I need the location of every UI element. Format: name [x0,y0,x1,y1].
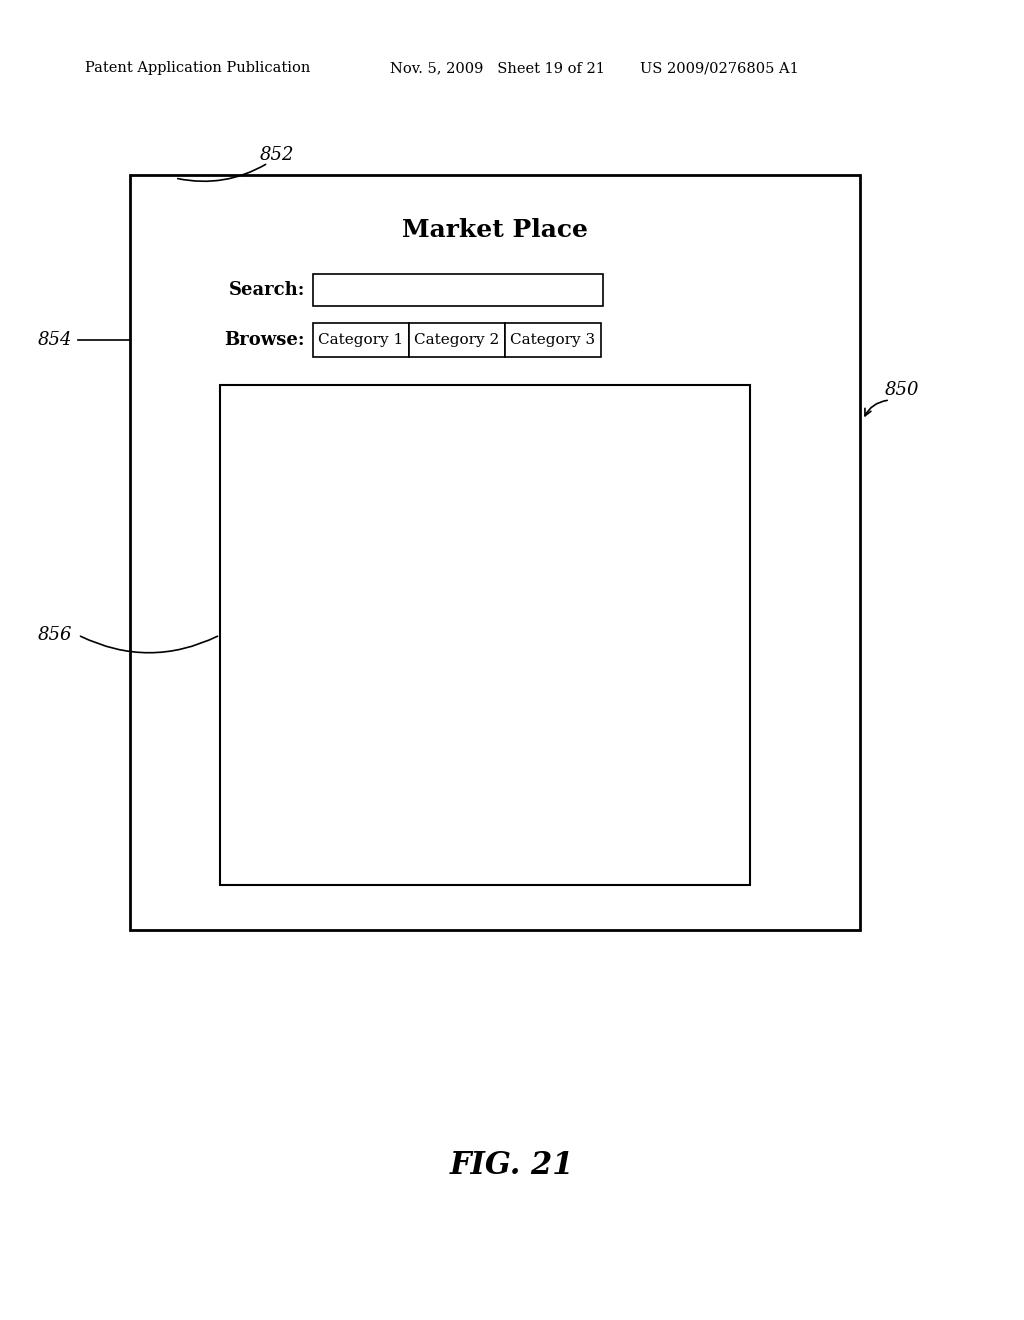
Text: US 2009/0276805 A1: US 2009/0276805 A1 [640,61,799,75]
Text: Category 3: Category 3 [510,333,596,347]
Bar [409,323,505,356]
Text: 852: 852 [260,147,295,164]
Text: Category 1: Category 1 [318,333,403,347]
Bar [313,323,409,356]
Text: Patent Application Publication: Patent Application Publication [85,61,310,75]
Text: Search:: Search: [228,281,305,300]
Text: Browse:: Browse: [224,331,305,348]
Text: Category 2: Category 2 [415,333,500,347]
Text: 854: 854 [38,331,72,348]
Bar [505,323,601,356]
Bar [220,385,750,884]
Bar [313,275,603,306]
Text: 856: 856 [38,626,72,644]
Text: FIG. 21: FIG. 21 [450,1150,574,1180]
Text: Market Place: Market Place [402,218,588,242]
Text: Nov. 5, 2009   Sheet 19 of 21: Nov. 5, 2009 Sheet 19 of 21 [390,61,605,75]
Text: 850: 850 [885,381,920,399]
Bar [130,176,860,931]
